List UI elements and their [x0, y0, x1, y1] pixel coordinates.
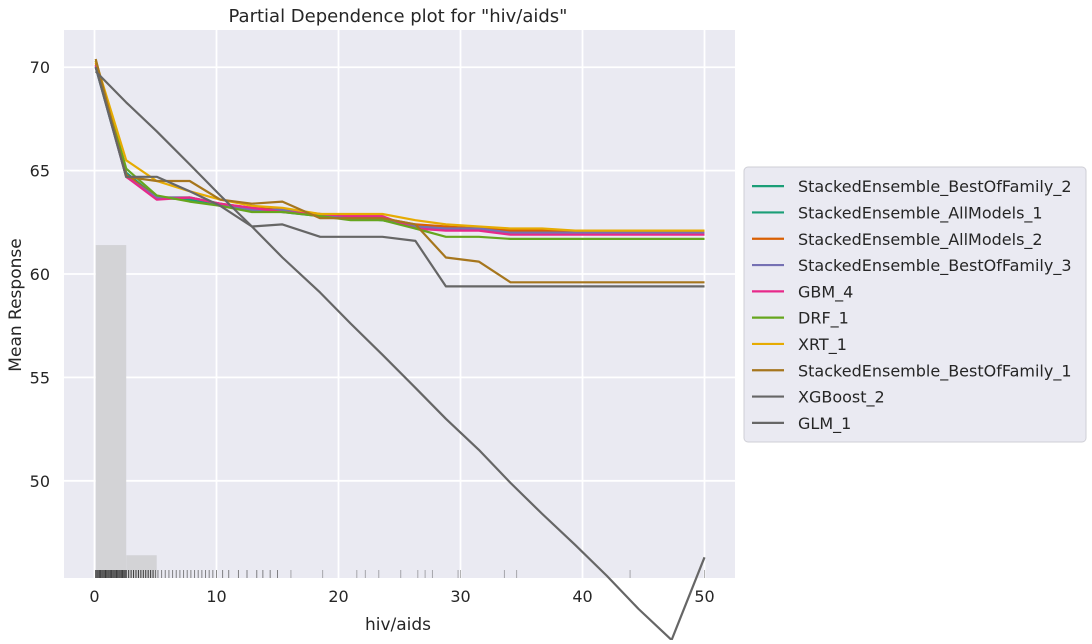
- x-tick-label: 0: [89, 587, 99, 606]
- legend-label: StackedEnsemble_AllModels_2: [798, 230, 1043, 250]
- x-tick-label: 50: [694, 587, 714, 606]
- y-axis-label: Mean Response: [6, 238, 26, 371]
- x-tick-label: 10: [206, 587, 226, 606]
- legend-label: DRF_1: [798, 309, 849, 329]
- y-tick-label: 60: [30, 265, 50, 284]
- series-line: [94, 60, 705, 240]
- legend-label: XGBoost_2: [798, 388, 885, 408]
- legend-label: GLM_1: [798, 414, 851, 434]
- y-tick-label: 65: [30, 162, 50, 181]
- y-tick-label: 70: [30, 58, 50, 77]
- series-line: [94, 70, 706, 642]
- x-tick-label: 40: [572, 587, 592, 606]
- plot-area: 0 10 20 30 40 50 50 55 60 65 70: [30, 30, 735, 642]
- legend-label: StackedEnsemble_AllModels_1: [798, 203, 1043, 223]
- legend-label: XRT_1: [798, 335, 847, 355]
- y-tick-label: 50: [30, 472, 50, 491]
- legend-box: [743, 166, 1087, 443]
- x-tick-label: 20: [328, 587, 348, 606]
- legend-label: StackedEnsemble_BestOfFamily_3: [798, 256, 1072, 276]
- plot-background: [64, 30, 735, 578]
- legend-label: GBM_4: [798, 282, 853, 302]
- y-tick-label: 55: [30, 368, 50, 387]
- series-line: [94, 58, 705, 284]
- legend-label: StackedEnsemble_BestOfFamily_1: [798, 361, 1072, 381]
- x-axis-label: hiv/aids: [365, 615, 431, 635]
- legend-label: StackedEnsemble_BestOfFamily_2: [798, 177, 1072, 197]
- histogram-bar: [95, 245, 127, 578]
- legend: StackedEnsemble_BestOfFamily_2 StackedEns…: [743, 166, 1087, 443]
- x-tick-label: 30: [450, 587, 470, 606]
- chart-title: Partial Dependence plot for "hiv/aids": [229, 6, 568, 27]
- series-line: [94, 66, 705, 288]
